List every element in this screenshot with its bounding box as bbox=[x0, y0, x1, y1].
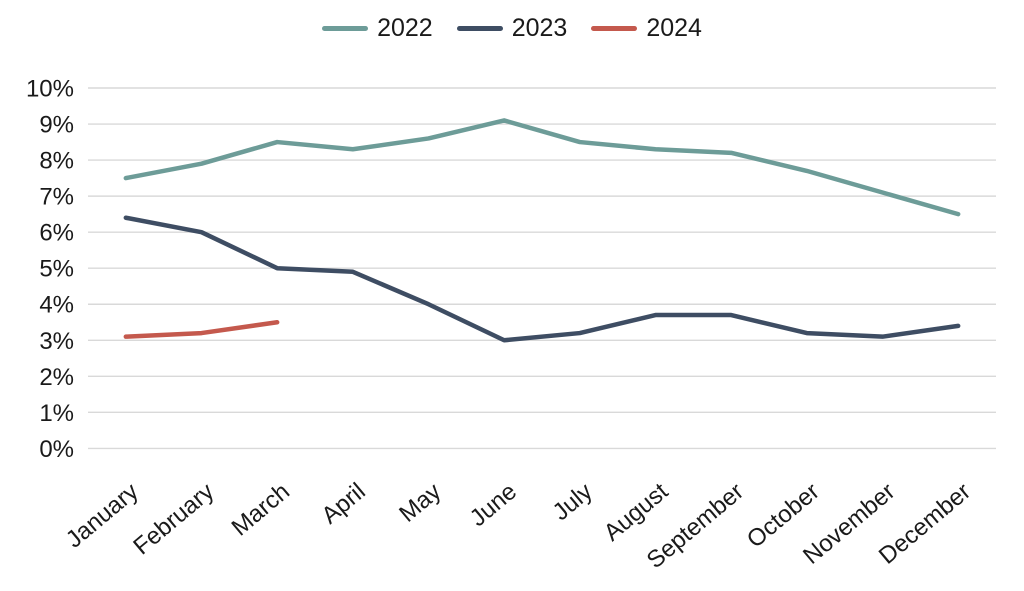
y-tick-label-0%: 0% bbox=[39, 436, 74, 463]
legend-item-2024: 2024 bbox=[591, 16, 702, 41]
y-tick-label-1%: 1% bbox=[39, 400, 74, 427]
y-tick-label-3%: 3% bbox=[39, 328, 74, 355]
x-tick-label-february: February bbox=[128, 478, 219, 560]
y-tick-label-2%: 2% bbox=[39, 364, 74, 391]
legend-swatch-2024 bbox=[591, 26, 638, 31]
x-tick-label-july: July bbox=[548, 478, 598, 526]
legend-label-2023: 2023 bbox=[511, 14, 568, 42]
legend-swatch-2023 bbox=[456, 26, 503, 31]
x-tick-label-april: April bbox=[317, 478, 371, 530]
series-line-2024 bbox=[123, 320, 280, 339]
chart-legend: 2022 2023 2024 bbox=[0, 16, 1024, 41]
x-tick-label-june: June bbox=[465, 478, 522, 532]
legend-item-2022: 2022 bbox=[322, 16, 433, 41]
y-tick-label-9%: 9% bbox=[39, 112, 74, 139]
y-tick-label-5%: 5% bbox=[39, 256, 74, 283]
legend-item-2023: 2023 bbox=[456, 14, 568, 42]
legend-label-2024: 2024 bbox=[646, 14, 702, 42]
y-tick-label-4%: 4% bbox=[39, 292, 74, 319]
x-tick-label-may: May bbox=[394, 478, 446, 528]
y-tick-label-7%: 7% bbox=[39, 184, 74, 211]
y-tick-label-10%: 10% bbox=[26, 76, 74, 103]
y-tick-label-6%: 6% bbox=[39, 220, 74, 247]
legend-label-2022: 2022 bbox=[377, 14, 433, 42]
y-tick-label-8%: 8% bbox=[39, 148, 74, 175]
x-tick-label-march: March bbox=[227, 478, 295, 542]
legend-swatch-2022 bbox=[322, 26, 369, 31]
series-line-2023 bbox=[123, 215, 961, 343]
series-line-2022 bbox=[123, 118, 961, 217]
